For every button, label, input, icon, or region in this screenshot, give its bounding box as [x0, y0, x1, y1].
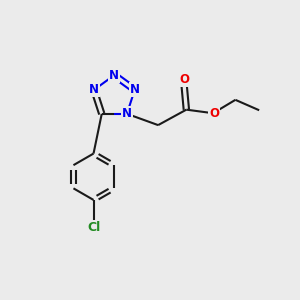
Text: N: N — [109, 69, 119, 82]
Text: O: O — [179, 74, 189, 86]
Text: Cl: Cl — [87, 221, 100, 234]
Text: O: O — [209, 107, 219, 120]
Text: N: N — [89, 83, 99, 96]
Text: N: N — [122, 107, 132, 120]
Text: N: N — [130, 83, 140, 96]
